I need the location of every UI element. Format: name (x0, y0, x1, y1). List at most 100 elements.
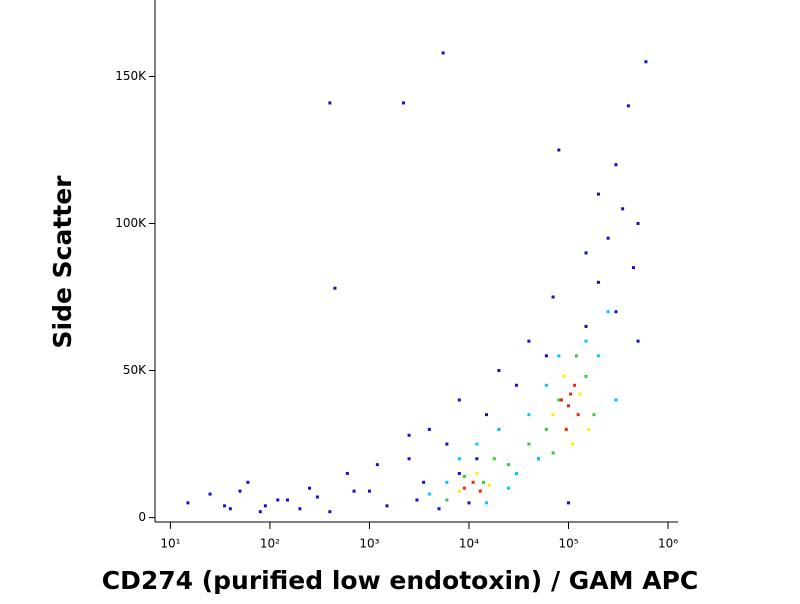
point (636, 222, 640, 226)
point (367, 489, 371, 493)
point (427, 492, 431, 496)
point (527, 339, 531, 343)
point (238, 489, 242, 493)
point (478, 489, 482, 493)
point (573, 383, 577, 387)
point (441, 51, 445, 55)
point (276, 498, 280, 502)
point (484, 501, 488, 505)
point (462, 486, 466, 490)
point (457, 457, 461, 461)
point (308, 486, 312, 490)
point (407, 457, 411, 461)
point (559, 398, 563, 402)
point (492, 457, 496, 461)
point (482, 480, 486, 484)
x-tick-label: 10² (260, 537, 280, 551)
point (614, 310, 618, 314)
point (584, 251, 588, 255)
point (497, 369, 501, 373)
point (445, 480, 449, 484)
x-axis-title: CD274 (purified low endotoxin) / GAM APC (102, 566, 699, 595)
point (333, 286, 337, 290)
x-tick-label: 10¹ (160, 537, 180, 551)
point (328, 101, 332, 105)
point (258, 510, 262, 514)
x-tick-label: 10⁵ (558, 537, 578, 551)
point (584, 374, 588, 378)
point (636, 339, 640, 343)
point (614, 163, 618, 167)
point (564, 427, 568, 431)
point (557, 398, 561, 402)
point (328, 510, 332, 514)
y-axis-title: Side Scatter (48, 175, 77, 349)
point (596, 354, 600, 358)
point (551, 295, 555, 299)
point (457, 398, 461, 402)
point (566, 501, 570, 505)
x-tick-label: 10⁶ (658, 537, 678, 551)
point (527, 442, 531, 446)
point (445, 442, 449, 446)
point (571, 442, 575, 446)
point (437, 507, 441, 511)
point (507, 463, 511, 467)
point (471, 480, 475, 484)
point (562, 374, 566, 378)
point (584, 324, 588, 328)
point (208, 492, 212, 496)
point (467, 501, 471, 505)
point (592, 413, 596, 417)
point (644, 60, 648, 64)
point (385, 504, 389, 508)
y-tick-label: 150K (115, 69, 147, 83)
point (422, 480, 426, 484)
point (544, 383, 548, 387)
point (606, 310, 610, 314)
y-tick-label: 100K (115, 216, 147, 230)
point (557, 148, 561, 152)
point (375, 463, 379, 467)
point (569, 392, 573, 396)
point (407, 433, 411, 437)
point (445, 498, 449, 502)
point (345, 471, 349, 475)
point (551, 451, 555, 455)
point (587, 427, 591, 431)
point (487, 483, 491, 487)
x-tick-label: 10³ (359, 537, 379, 551)
point (263, 504, 267, 508)
point (415, 498, 419, 502)
point (576, 413, 580, 417)
point (544, 427, 548, 431)
point (475, 471, 479, 475)
point (507, 486, 511, 490)
point (578, 392, 582, 396)
point (285, 498, 289, 502)
point (246, 480, 250, 484)
point (551, 413, 555, 417)
point (557, 354, 561, 358)
point (537, 457, 541, 461)
point (566, 404, 570, 408)
x-tick-label: 10⁴ (459, 537, 479, 551)
point (402, 101, 406, 105)
point (626, 104, 630, 108)
point (462, 474, 466, 478)
point (596, 280, 600, 284)
point (527, 413, 531, 417)
point (606, 236, 610, 240)
point (475, 457, 479, 461)
point (457, 471, 461, 475)
point (484, 413, 488, 417)
point (298, 507, 302, 511)
point (228, 507, 232, 511)
point (457, 489, 461, 493)
point (475, 442, 479, 446)
point (186, 501, 190, 505)
point (427, 427, 431, 431)
point (514, 383, 518, 387)
point (596, 192, 600, 196)
